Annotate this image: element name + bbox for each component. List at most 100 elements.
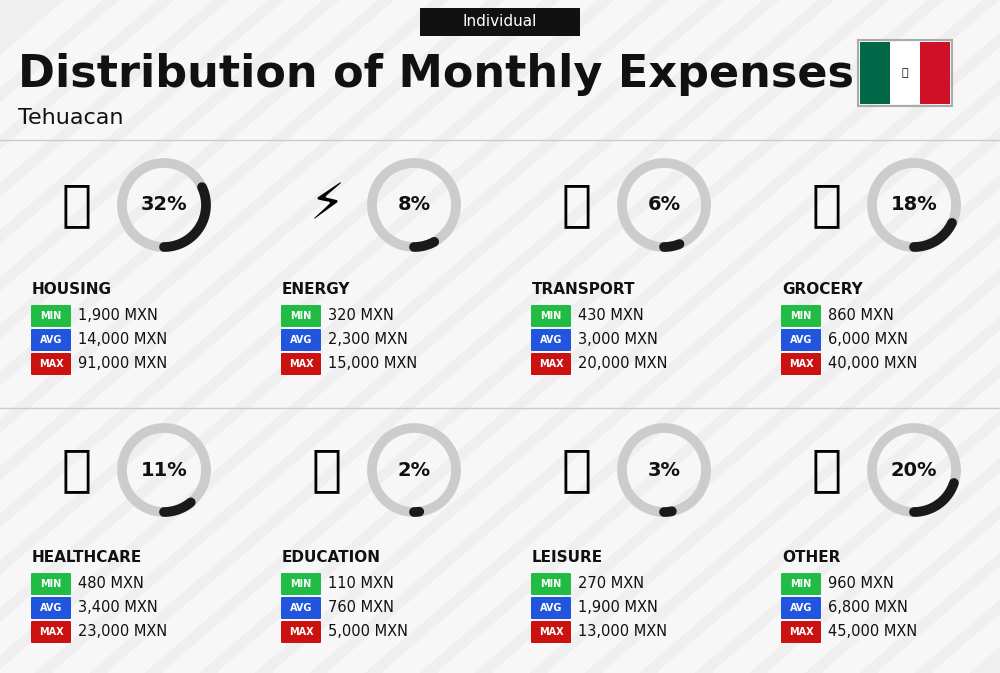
- Text: 🛍: 🛍: [562, 446, 592, 494]
- FancyBboxPatch shape: [31, 573, 71, 595]
- Text: MIN: MIN: [40, 579, 62, 589]
- Text: MIN: MIN: [540, 311, 562, 321]
- FancyBboxPatch shape: [531, 329, 571, 351]
- Text: MIN: MIN: [40, 311, 62, 321]
- Text: 18%: 18%: [891, 195, 937, 215]
- Text: 23,000 MXN: 23,000 MXN: [78, 625, 167, 639]
- Text: 15,000 MXN: 15,000 MXN: [328, 357, 417, 371]
- Text: MIN: MIN: [790, 579, 812, 589]
- Text: 6,800 MXN: 6,800 MXN: [828, 600, 908, 616]
- Text: 🦅: 🦅: [902, 68, 908, 78]
- Text: MAX: MAX: [39, 627, 63, 637]
- Text: GROCERY: GROCERY: [782, 283, 863, 297]
- FancyBboxPatch shape: [420, 8, 580, 36]
- Text: MAX: MAX: [789, 627, 813, 637]
- FancyBboxPatch shape: [31, 597, 71, 619]
- Text: HOUSING: HOUSING: [32, 283, 112, 297]
- Text: MIN: MIN: [790, 311, 812, 321]
- Text: Distribution of Monthly Expenses: Distribution of Monthly Expenses: [18, 53, 854, 96]
- Text: AVG: AVG: [540, 603, 562, 613]
- Text: MIN: MIN: [290, 311, 312, 321]
- Text: 🎓: 🎓: [312, 446, 342, 494]
- Text: 3%: 3%: [648, 460, 680, 479]
- Text: MIN: MIN: [540, 579, 562, 589]
- FancyBboxPatch shape: [781, 329, 821, 351]
- Text: 🏢: 🏢: [62, 181, 92, 229]
- Text: 480 MXN: 480 MXN: [78, 577, 144, 592]
- Text: 2,300 MXN: 2,300 MXN: [328, 332, 408, 347]
- FancyBboxPatch shape: [781, 353, 821, 375]
- Text: 45,000 MXN: 45,000 MXN: [828, 625, 917, 639]
- FancyBboxPatch shape: [531, 353, 571, 375]
- FancyBboxPatch shape: [781, 573, 821, 595]
- FancyBboxPatch shape: [531, 305, 571, 327]
- Text: 860 MXN: 860 MXN: [828, 308, 894, 324]
- Text: ⚡: ⚡: [309, 181, 345, 229]
- Text: 20,000 MXN: 20,000 MXN: [578, 357, 668, 371]
- Text: 960 MXN: 960 MXN: [828, 577, 894, 592]
- FancyBboxPatch shape: [890, 42, 920, 104]
- Text: LEISURE: LEISURE: [532, 551, 603, 565]
- Text: MAX: MAX: [539, 627, 563, 637]
- Text: 320 MXN: 320 MXN: [328, 308, 394, 324]
- Text: 6,000 MXN: 6,000 MXN: [828, 332, 908, 347]
- Text: ENERGY: ENERGY: [282, 283, 351, 297]
- Text: 8%: 8%: [397, 195, 431, 215]
- Text: 💼: 💼: [812, 446, 842, 494]
- Text: 🚌: 🚌: [562, 181, 592, 229]
- FancyBboxPatch shape: [781, 621, 821, 643]
- Text: 40,000 MXN: 40,000 MXN: [828, 357, 917, 371]
- Text: AVG: AVG: [40, 603, 62, 613]
- Text: 270 MXN: 270 MXN: [578, 577, 644, 592]
- FancyBboxPatch shape: [781, 305, 821, 327]
- Text: Individual: Individual: [463, 15, 537, 30]
- Text: MIN: MIN: [290, 579, 312, 589]
- FancyBboxPatch shape: [31, 353, 71, 375]
- Text: 2%: 2%: [397, 460, 431, 479]
- Text: MAX: MAX: [789, 359, 813, 369]
- Text: 20%: 20%: [891, 460, 937, 479]
- FancyBboxPatch shape: [920, 42, 950, 104]
- Text: OTHER: OTHER: [782, 551, 840, 565]
- Text: 🛒: 🛒: [812, 181, 842, 229]
- Text: 110 MXN: 110 MXN: [328, 577, 394, 592]
- Text: 760 MXN: 760 MXN: [328, 600, 394, 616]
- FancyBboxPatch shape: [531, 573, 571, 595]
- FancyBboxPatch shape: [281, 305, 321, 327]
- Text: 3,400 MXN: 3,400 MXN: [78, 600, 158, 616]
- Text: 11%: 11%: [141, 460, 187, 479]
- Text: MAX: MAX: [289, 627, 313, 637]
- FancyBboxPatch shape: [281, 329, 321, 351]
- Text: AVG: AVG: [540, 335, 562, 345]
- Text: MAX: MAX: [539, 359, 563, 369]
- Text: 3,000 MXN: 3,000 MXN: [578, 332, 658, 347]
- Text: 1,900 MXN: 1,900 MXN: [578, 600, 658, 616]
- Text: 14,000 MXN: 14,000 MXN: [78, 332, 167, 347]
- FancyBboxPatch shape: [531, 621, 571, 643]
- Text: AVG: AVG: [40, 335, 62, 345]
- FancyBboxPatch shape: [860, 42, 950, 104]
- Text: 32%: 32%: [141, 195, 187, 215]
- Text: AVG: AVG: [290, 335, 312, 345]
- FancyBboxPatch shape: [31, 305, 71, 327]
- FancyBboxPatch shape: [781, 597, 821, 619]
- Text: EDUCATION: EDUCATION: [282, 551, 381, 565]
- Text: MAX: MAX: [289, 359, 313, 369]
- Text: 1,900 MXN: 1,900 MXN: [78, 308, 158, 324]
- Text: 6%: 6%: [647, 195, 681, 215]
- Text: MAX: MAX: [39, 359, 63, 369]
- FancyBboxPatch shape: [281, 621, 321, 643]
- FancyBboxPatch shape: [31, 621, 71, 643]
- Text: TRANSPORT: TRANSPORT: [532, 283, 636, 297]
- FancyBboxPatch shape: [281, 573, 321, 595]
- Text: 13,000 MXN: 13,000 MXN: [578, 625, 667, 639]
- Text: 🏥: 🏥: [62, 446, 92, 494]
- Text: AVG: AVG: [290, 603, 312, 613]
- Text: 91,000 MXN: 91,000 MXN: [78, 357, 167, 371]
- Text: Tehuacan: Tehuacan: [18, 108, 124, 128]
- Text: AVG: AVG: [790, 335, 812, 345]
- FancyBboxPatch shape: [281, 597, 321, 619]
- Text: 430 MXN: 430 MXN: [578, 308, 644, 324]
- FancyBboxPatch shape: [531, 597, 571, 619]
- Text: AVG: AVG: [790, 603, 812, 613]
